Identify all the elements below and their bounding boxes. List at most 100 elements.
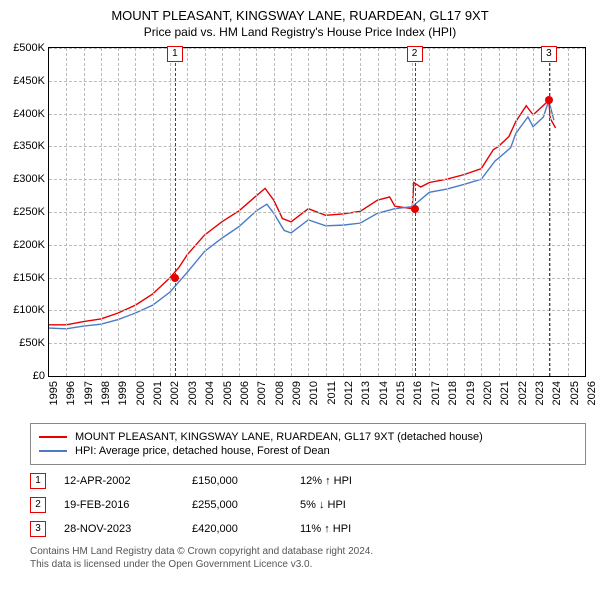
x-tick-label: 2019 xyxy=(465,381,477,405)
gridline-v xyxy=(153,48,154,376)
title-line1: MOUNT PLEASANT, KINGSWAY LANE, RUARDEAN,… xyxy=(0,8,600,23)
x-tick-label: 2003 xyxy=(187,381,199,405)
gridline-v xyxy=(274,48,275,376)
chart-container: MOUNT PLEASANT, KINGSWAY LANE, RUARDEAN,… xyxy=(0,0,600,571)
gridline-v xyxy=(118,48,119,376)
x-tick-label: 1995 xyxy=(48,381,60,405)
gridline-v xyxy=(326,48,327,376)
chart-plot-area: £0£50K£100K£150K£200K£250K£300K£350K£400… xyxy=(48,47,586,377)
gridline-h xyxy=(49,81,585,82)
legend-box: MOUNT PLEASANT, KINGSWAY LANE, RUARDEAN,… xyxy=(30,423,586,465)
event-price: £420,000 xyxy=(192,523,282,535)
events-list: 1 12-APR-2002 £150,000 12% ↑ HPI 2 19-FE… xyxy=(30,473,586,537)
legend-item-property: MOUNT PLEASANT, KINGSWAY LANE, RUARDEAN,… xyxy=(39,431,577,443)
gridline-v xyxy=(66,48,67,376)
x-tick-label: 2018 xyxy=(447,381,459,405)
x-tick-label: 1999 xyxy=(117,381,129,405)
gridline-v xyxy=(101,48,102,376)
event-marker-box: 2 xyxy=(30,497,46,513)
gridline-v xyxy=(464,48,465,376)
x-tick-label: 1997 xyxy=(83,381,95,405)
gridline-h xyxy=(49,212,585,213)
x-tick-label: 2016 xyxy=(412,381,424,405)
y-tick-label: £400K xyxy=(13,108,45,120)
gridline-v xyxy=(568,48,569,376)
x-tick-label: 2024 xyxy=(551,381,563,405)
x-tick-label: 2026 xyxy=(586,381,598,405)
x-tick-label: 2021 xyxy=(499,381,511,405)
y-tick-label: £450K xyxy=(13,75,45,87)
footnote-line2: This data is licensed under the Open Gov… xyxy=(30,558,586,571)
gridline-h xyxy=(49,114,585,115)
x-tick-label: 2012 xyxy=(343,381,355,405)
x-tick-label: 2011 xyxy=(326,381,338,405)
x-tick-label: 2009 xyxy=(291,381,303,405)
gridline-v xyxy=(533,48,534,376)
event-date: 28-NOV-2023 xyxy=(64,523,174,535)
x-tick-label: 1996 xyxy=(65,381,77,405)
x-tick-label: 2020 xyxy=(482,381,494,405)
y-tick-label: £350K xyxy=(13,140,45,152)
event-delta: 12% ↑ HPI xyxy=(300,475,410,487)
marker-box: 1 xyxy=(167,46,183,62)
y-axis-labels: £0£50K£100K£150K£200K£250K£300K£350K£400… xyxy=(3,48,45,376)
x-tick-label: 2022 xyxy=(517,381,529,405)
gridline-v xyxy=(308,48,309,376)
x-tick-label: 2023 xyxy=(534,381,546,405)
gridline-h xyxy=(49,48,585,49)
event-date: 19-FEB-2016 xyxy=(64,499,174,511)
gridline-v xyxy=(170,48,171,376)
legend-item-hpi: HPI: Average price, detached house, Fore… xyxy=(39,445,577,457)
x-tick-label: 2007 xyxy=(256,381,268,405)
gridline-v xyxy=(256,48,257,376)
x-axis-labels: 1995 1996 1997 1998 1999 2000 2001 2002 2003 2004… xyxy=(48,377,586,419)
marker-box: 2 xyxy=(407,46,423,62)
gridline-v xyxy=(481,48,482,376)
x-tick-label: 2010 xyxy=(308,381,320,405)
x-tick-label: 2000 xyxy=(135,381,147,405)
gridline-v xyxy=(429,48,430,376)
x-tick-label: 2015 xyxy=(395,381,407,405)
y-tick-label: £200K xyxy=(13,239,45,251)
gridline-v xyxy=(222,48,223,376)
gridline-h xyxy=(49,343,585,344)
marker-dot xyxy=(545,96,553,104)
x-tick-label: 2005 xyxy=(222,381,234,405)
y-tick-label: £100K xyxy=(13,304,45,316)
event-row: 3 28-NOV-2023 £420,000 11% ↑ HPI xyxy=(30,521,586,537)
gridline-h xyxy=(49,245,585,246)
marker-dot xyxy=(171,274,179,282)
x-tick-label: 2025 xyxy=(569,381,581,405)
y-tick-label: £50K xyxy=(19,337,45,349)
marker-line xyxy=(175,48,176,376)
gridline-v xyxy=(205,48,206,376)
legend-swatch xyxy=(39,450,67,452)
gridline-v xyxy=(378,48,379,376)
event-row: 1 12-APR-2002 £150,000 12% ↑ HPI xyxy=(30,473,586,489)
y-tick-label: £300K xyxy=(13,173,45,185)
gridline-v xyxy=(239,48,240,376)
marker-box: 3 xyxy=(541,46,557,62)
footnote-line1: Contains HM Land Registry data © Crown c… xyxy=(30,545,586,558)
x-tick-label: 1998 xyxy=(100,381,112,405)
event-delta: 5% ↓ HPI xyxy=(300,499,410,511)
gridline-v xyxy=(291,48,292,376)
legend-label: HPI: Average price, detached house, Fore… xyxy=(75,445,330,457)
title-block: MOUNT PLEASANT, KINGSWAY LANE, RUARDEAN,… xyxy=(0,0,600,41)
x-tick-label: 2001 xyxy=(152,381,164,405)
gridline-h xyxy=(49,179,585,180)
event-price: £150,000 xyxy=(192,475,282,487)
event-delta: 11% ↑ HPI xyxy=(300,523,410,535)
gridline-h xyxy=(49,146,585,147)
marker-dot xyxy=(411,205,419,213)
gridline-v xyxy=(395,48,396,376)
gridline-v xyxy=(516,48,517,376)
y-tick-label: £150K xyxy=(13,272,45,284)
y-tick-label: £250K xyxy=(13,206,45,218)
event-price: £255,000 xyxy=(192,499,282,511)
gridline-v xyxy=(360,48,361,376)
x-tick-label: 2004 xyxy=(204,381,216,405)
event-marker-box: 3 xyxy=(30,521,46,537)
gridline-v xyxy=(135,48,136,376)
x-tick-label: 2002 xyxy=(169,381,181,405)
